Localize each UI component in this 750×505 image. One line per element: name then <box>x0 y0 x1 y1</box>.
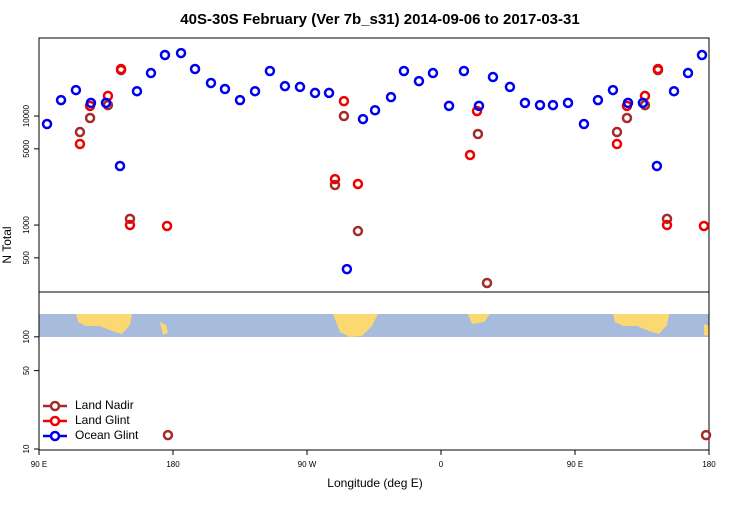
x-tick-label: 90 W <box>298 460 317 469</box>
point <box>487 71 499 83</box>
point <box>338 95 350 107</box>
point <box>124 213 136 225</box>
point <box>85 97 97 109</box>
point <box>369 105 381 116</box>
point <box>398 65 410 77</box>
point <box>74 138 86 150</box>
point <box>443 100 455 112</box>
x-tick-label: 180 <box>166 460 180 469</box>
point <box>471 105 483 117</box>
y-tick-label: 500 <box>22 251 31 265</box>
point <box>661 219 673 231</box>
point <box>578 118 590 130</box>
x-tick-label: 180 <box>702 460 716 469</box>
point <box>175 47 187 59</box>
point <box>234 94 246 106</box>
legend-label: Land Glint <box>75 413 130 427</box>
point <box>385 91 397 103</box>
point <box>622 97 634 109</box>
x-tick-label: 90 E <box>31 460 47 469</box>
point <box>607 84 619 96</box>
point <box>162 429 174 441</box>
point <box>668 85 680 97</box>
y-tick-label: 10 <box>22 444 31 453</box>
point <box>427 67 439 79</box>
point <box>592 94 604 106</box>
legend-label: Land Nadir <box>75 398 134 412</box>
point <box>323 87 335 99</box>
y-tick-label: 100 <box>22 330 31 344</box>
y-tick-label: 1000 <box>22 216 31 234</box>
point <box>161 220 173 232</box>
point <box>682 67 694 79</box>
point <box>700 429 712 441</box>
x-tick-label: 0 <box>439 460 444 469</box>
point <box>309 87 321 99</box>
point <box>519 97 531 109</box>
point <box>70 84 82 96</box>
point <box>696 49 708 61</box>
point <box>329 179 341 191</box>
point <box>661 213 673 225</box>
point <box>279 80 291 92</box>
point <box>464 149 476 161</box>
point <box>473 100 485 112</box>
point <box>458 65 470 77</box>
point <box>652 63 664 75</box>
point <box>84 112 96 124</box>
point <box>357 113 369 125</box>
point <box>352 178 364 190</box>
legend-label: Ocean Glint <box>75 428 139 442</box>
point <box>114 160 126 172</box>
point <box>352 225 364 237</box>
point <box>651 160 663 172</box>
point <box>145 67 157 79</box>
point <box>329 173 341 185</box>
point <box>621 112 633 124</box>
point <box>189 63 201 75</box>
point <box>131 85 143 97</box>
point <box>55 94 67 106</box>
point <box>159 49 171 61</box>
plot-frame <box>38 37 710 293</box>
point <box>74 126 86 138</box>
point <box>472 128 484 140</box>
point <box>338 110 350 122</box>
point <box>481 277 493 289</box>
point <box>698 220 710 232</box>
point <box>294 81 306 93</box>
point <box>100 97 112 109</box>
map-band <box>39 314 709 337</box>
point <box>504 81 516 93</box>
point <box>562 97 574 109</box>
point <box>219 83 231 95</box>
point <box>115 63 127 75</box>
point <box>41 118 53 130</box>
legend-marker <box>49 415 61 427</box>
point <box>249 85 261 97</box>
point <box>264 65 276 77</box>
y-tick-label: 10000 <box>22 104 31 127</box>
legend-marker <box>49 430 61 442</box>
legend-marker <box>49 400 61 412</box>
x-tick-label: 90 E <box>567 460 583 469</box>
point <box>124 219 136 231</box>
point <box>611 138 623 150</box>
point <box>205 77 217 89</box>
x-axis-label: Longitude (deg E) <box>327 476 422 490</box>
y-axis-label: N Total <box>0 226 14 263</box>
point <box>341 263 353 275</box>
y-tick-label: 50 <box>22 366 31 375</box>
chart-title: 40S-30S February (Ver 7b_s31) 2014-09-06… <box>180 11 579 28</box>
point <box>534 99 546 111</box>
point <box>611 126 623 138</box>
point <box>547 99 559 111</box>
point <box>413 75 425 87</box>
point <box>637 97 649 109</box>
y-tick-label: 5000 <box>22 139 31 157</box>
